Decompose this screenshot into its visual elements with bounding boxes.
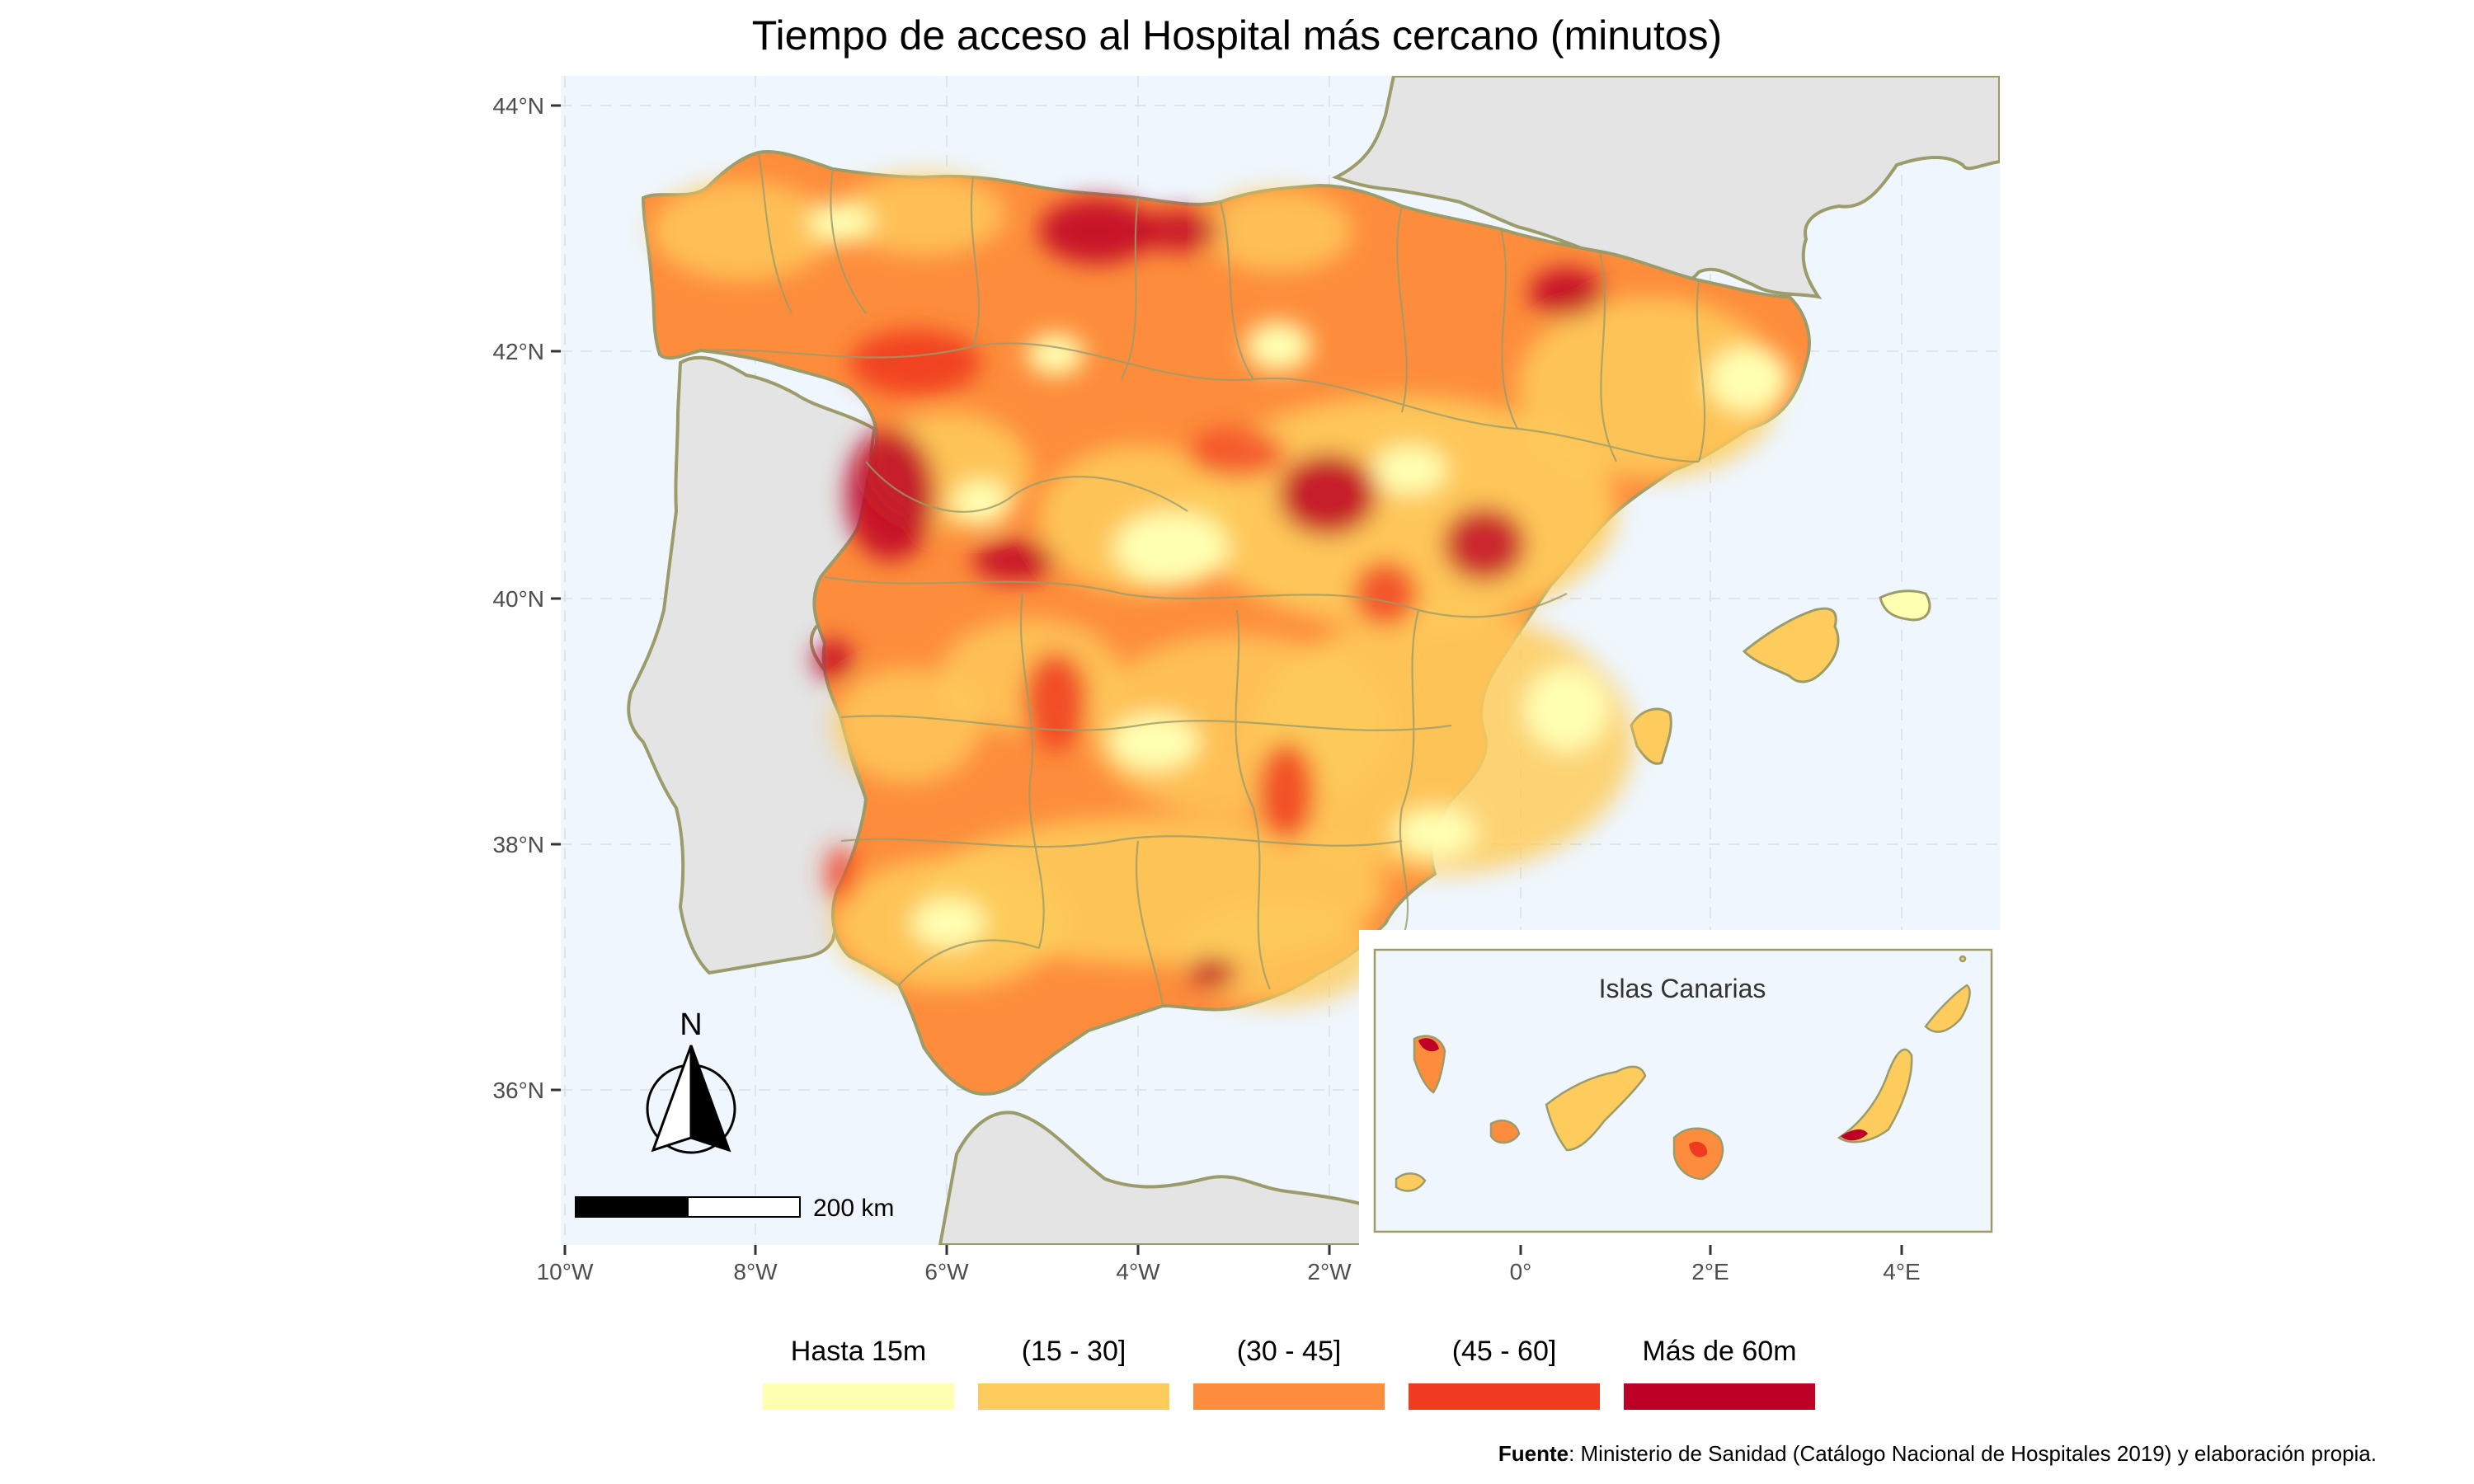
y-axis-ticks xyxy=(551,104,561,1092)
lon-tick-2w: 2°W xyxy=(1307,1259,1352,1284)
lon-tick-8w: 8°W xyxy=(733,1259,778,1284)
source-text: : Ministerio de Sanidad (Catálogo Nacion… xyxy=(1569,1441,2377,1466)
lat-tick-40: 40°N xyxy=(492,586,544,612)
choropleth xyxy=(651,152,1790,1007)
lon-tick-6w: 6°W xyxy=(924,1259,969,1284)
lon-tick-2e: 2°E xyxy=(1691,1259,1729,1284)
lat-tick-38: 38°N xyxy=(492,832,544,857)
source-bold: Fuente xyxy=(1498,1441,1569,1466)
legend-label-1: (15 - 30] xyxy=(1021,1336,1126,1367)
legend-label-4: Más de 60m xyxy=(1642,1336,1797,1367)
legend-swatch-3 xyxy=(1409,1383,1600,1410)
france-land xyxy=(1331,76,2000,299)
lon-tick-4e: 4°E xyxy=(1883,1259,1920,1284)
map-title: Tiempo de acceso al Hospital más cercano… xyxy=(751,12,1723,59)
y-axis-labels: 44°N 42°N 40°N 38°N 36°N xyxy=(492,93,544,1103)
legend-label-0: Hasta 15m xyxy=(790,1336,927,1367)
lon-tick-0: 0° xyxy=(1510,1259,1532,1284)
lat-tick-44: 44°N xyxy=(492,93,544,119)
main-map: 200 km N xyxy=(561,76,2000,1245)
inset-title: Islas Canarias xyxy=(1599,974,1766,1003)
x-axis-labels: 10°W 8°W 6°W 4°W 2°W 0° 2°E 4°E xyxy=(537,1259,1921,1284)
x-axis-ticks xyxy=(563,1245,1903,1255)
legend-swatch-0 xyxy=(763,1383,954,1410)
lat-tick-42: 42°N xyxy=(492,339,544,364)
lon-tick-4w: 4°W xyxy=(1116,1259,1160,1284)
lat-tick-36: 36°N xyxy=(492,1078,544,1103)
scale-bar: 200 km xyxy=(575,1195,894,1222)
legend-label-2: (30 - 45] xyxy=(1236,1336,1342,1367)
canary-islands-inset: Islas Canarias xyxy=(1359,930,2000,1245)
legend-swatch-4 xyxy=(1624,1383,1815,1410)
north-arrow-label: N xyxy=(680,1007,702,1042)
scale-bar-label: 200 km xyxy=(813,1195,894,1222)
legend-label-3: (45 - 60] xyxy=(1451,1336,1557,1367)
north-arrow-icon: N xyxy=(646,1007,736,1154)
lon-tick-10w: 10°W xyxy=(537,1259,594,1284)
source-note: Fuente: Ministerio de Sanidad (Catálogo … xyxy=(1498,1441,2377,1467)
province-borders xyxy=(700,152,1706,1007)
morocco-land xyxy=(938,1111,1362,1245)
legend-swatch-1 xyxy=(978,1383,1169,1410)
legend-swatch-2 xyxy=(1193,1383,1385,1410)
